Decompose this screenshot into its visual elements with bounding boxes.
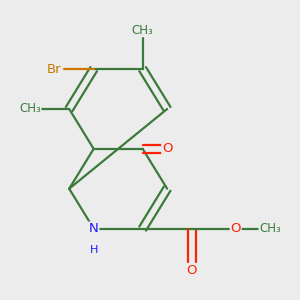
Text: N: N bbox=[89, 222, 98, 235]
Text: O: O bbox=[186, 263, 197, 277]
Text: Br: Br bbox=[47, 63, 62, 76]
Text: CH₃: CH₃ bbox=[259, 222, 281, 235]
Text: H: H bbox=[89, 245, 98, 255]
Text: CH₃: CH₃ bbox=[19, 103, 41, 116]
Text: O: O bbox=[230, 222, 241, 235]
Text: O: O bbox=[162, 142, 172, 155]
Text: CH₃: CH₃ bbox=[132, 23, 154, 37]
